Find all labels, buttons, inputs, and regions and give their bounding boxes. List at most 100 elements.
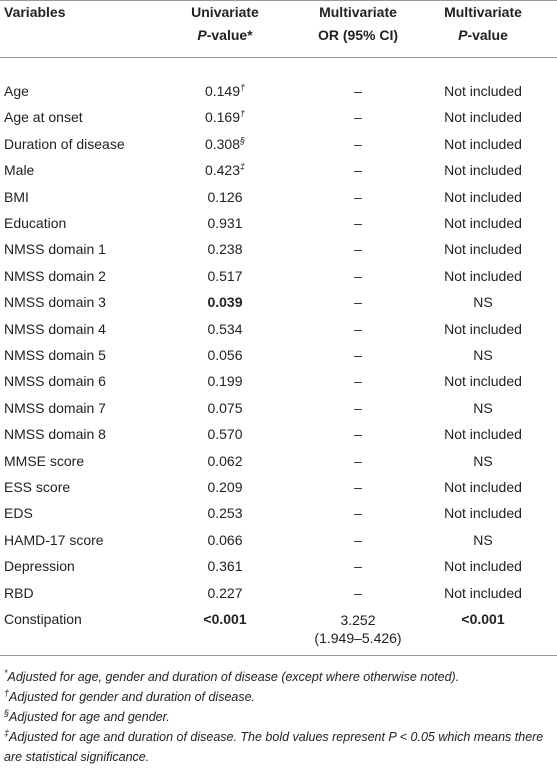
variable-cell: NMSS domain 3 — [4, 294, 106, 311]
multivariate-p: NS — [473, 531, 493, 548]
table-row: Constipation <0.001 3.252 (1.949–5.426) <0.0… — [0, 606, 557, 646]
multivariate-cell: Not included — [426, 553, 540, 579]
multivariate-cell: Not included — [426, 157, 540, 183]
footnote: §Adjusted for age and gender. — [4, 707, 549, 727]
multivariate-cell: NS — [426, 289, 540, 315]
odds-ratio: – — [354, 347, 362, 363]
rule — [0, 0, 557, 1]
p-value: 0.534 — [207, 320, 243, 337]
variable-cell: Education — [4, 215, 67, 231]
header-cell: Univariate P-value* — [170, 1, 280, 47]
odds-ratio: – — [354, 505, 362, 522]
odds-ratio: 3.252 — [340, 612, 376, 628]
variable-cell: MMSE score — [4, 452, 85, 469]
p-value: 0.062 — [207, 452, 243, 469]
p-value: 0.066 — [207, 531, 243, 548]
footnote-text: Adjusted for age, gender and duration of… — [7, 670, 460, 684]
univariate-cell: <0.001 — [170, 606, 280, 632]
p-value: 0.075 — [207, 399, 243, 416]
variable-cell: Depression — [4, 558, 75, 575]
p-value: 0.238 — [207, 241, 243, 258]
multivariate-cell: NS — [426, 527, 540, 553]
header-text: OR (95% CI) — [317, 27, 399, 43]
univariate-cell: 0.308§ — [170, 131, 280, 157]
multivariate-p: Not included — [444, 479, 522, 495]
multivariate-cell: Not included — [426, 368, 540, 394]
multivariate-cell: NS — [426, 342, 540, 368]
variable-cell: NMSS domain 1 — [4, 241, 106, 258]
multivariate-p: Not included — [444, 267, 522, 284]
multivariate-p: Not included — [444, 584, 522, 601]
odds-ratio: – — [354, 479, 362, 495]
footnote-text: Adjusted for gender and duration of dise… — [9, 690, 256, 704]
p-value: 0.039 — [207, 294, 243, 311]
p-value: 0.199 — [207, 373, 243, 390]
odds-ratio: – — [354, 135, 362, 152]
header-text: Univariate — [191, 4, 259, 20]
p-value: 0.308 — [204, 135, 241, 152]
footnote-mark: † — [240, 108, 246, 119]
table-row: HAMD-17 score 0.066 – NS — [0, 527, 557, 553]
odds-ratio: – — [354, 399, 362, 416]
variable-cell: Male — [4, 162, 35, 179]
rule — [0, 57, 557, 58]
odds-ratio: – — [354, 188, 362, 205]
or-cell: – — [290, 421, 426, 447]
multivariate-cell: Not included — [426, 500, 540, 526]
table-row: EDS 0.253 – Not included — [0, 500, 557, 526]
multivariate-p: <0.001 — [461, 611, 505, 627]
header-text: P — [458, 27, 468, 43]
p-value: <0.001 — [203, 611, 247, 627]
multivariate-cell: Not included — [426, 421, 540, 447]
footnote-mark: ‡ — [240, 161, 246, 172]
multivariate-cell: NS — [426, 395, 540, 421]
header-cell: Multivariate P-value — [426, 1, 540, 47]
multivariate-cell: Not included — [426, 263, 540, 289]
table-row: Duration of disease 0.308§ – Not included — [0, 131, 557, 157]
variable-cell: NMSS domain 6 — [4, 373, 106, 390]
multivariate-cell: Not included — [426, 316, 540, 342]
odds-ratio: – — [354, 373, 362, 390]
univariate-cell: 0.534 — [170, 316, 280, 342]
multivariate-cell: Not included — [426, 210, 540, 236]
variable-cell: NMSS domain 5 — [4, 347, 106, 363]
univariate-cell: 0.062 — [170, 448, 280, 474]
multivariate-p: NS — [473, 347, 493, 363]
multivariate-p: NS — [473, 399, 493, 416]
or-cell: – — [290, 342, 426, 368]
table-row: NMSS domain 7 0.075 – NS — [0, 395, 557, 421]
or-cell: – — [290, 395, 426, 421]
multivariate-cell: Not included — [426, 131, 540, 157]
univariate-cell: 0.361 — [170, 553, 280, 579]
table-row: Age at onset 0.169† – Not included — [0, 104, 557, 130]
multivariate-p: NS — [473, 452, 493, 469]
multivariate-p: Not included — [444, 188, 522, 205]
variable-cell: Age — [4, 83, 29, 99]
multivariate-p: Not included — [444, 241, 522, 258]
variable-cell: NMSS domain 8 — [4, 426, 106, 443]
table-row: MMSE score 0.062 – NS — [0, 448, 557, 474]
or-cell: – — [290, 448, 426, 474]
p-value: 0.570 — [207, 426, 243, 443]
or-cell: – — [290, 263, 426, 289]
odds-ratio: – — [354, 320, 362, 337]
table-row: RBD 0.227 – Not included — [0, 580, 557, 606]
multivariate-p: Not included — [444, 215, 522, 231]
variable-cell: ESS score — [4, 479, 71, 495]
odds-ratio: – — [354, 531, 362, 548]
confidence-interval: (1.949–5.426) — [314, 630, 402, 646]
variable-cell: Age at onset — [4, 109, 83, 126]
p-value: 0.126 — [207, 188, 243, 205]
univariate-cell: 0.199 — [170, 368, 280, 394]
odds-ratio: – — [354, 426, 362, 443]
footnote-mark: ‡ — [4, 727, 10, 738]
footnote: †Adjusted for gender and duration of dis… — [4, 687, 549, 707]
footnote-mark: § — [240, 135, 246, 146]
multivariate-cell: Not included — [426, 104, 540, 130]
or-cell: – — [290, 236, 426, 262]
p-value: 0.931 — [207, 215, 243, 231]
univariate-cell: 0.126 — [170, 184, 280, 210]
variable-cell: NMSS domain 7 — [4, 399, 106, 416]
univariate-cell: 0.931 — [170, 210, 280, 236]
odds-ratio: – — [354, 558, 362, 575]
